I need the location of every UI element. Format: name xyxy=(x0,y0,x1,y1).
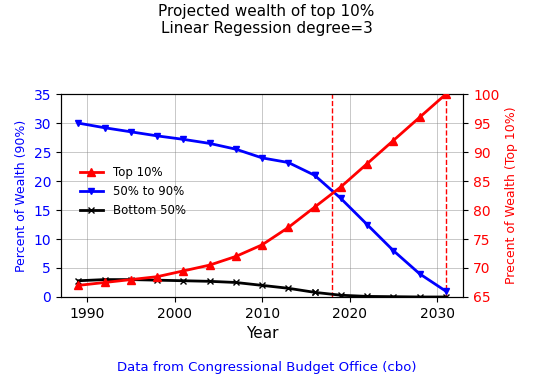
Y-axis label: Percent of Wealth (90%): Percent of Wealth (90%) xyxy=(15,119,28,272)
Legend: Top 10%, 50% to 90%, Bottom 50%: Top 10%, 50% to 90%, Bottom 50% xyxy=(75,161,190,222)
Text: Data from Congressional Budget Office (cbo): Data from Congressional Budget Office (c… xyxy=(117,361,416,374)
X-axis label: Year: Year xyxy=(246,326,278,341)
Y-axis label: Precent of Wealth (Top 10%): Precent of Wealth (Top 10%) xyxy=(505,107,518,284)
Text: Projected wealth of top 10%
Linear Regession degree=3: Projected wealth of top 10% Linear Reges… xyxy=(158,4,375,36)
